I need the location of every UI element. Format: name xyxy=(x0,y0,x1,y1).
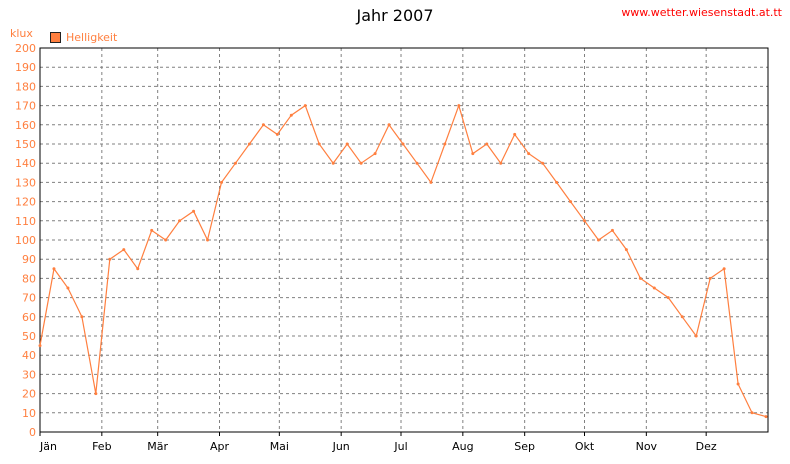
data-point xyxy=(569,200,573,204)
data-point xyxy=(471,152,475,156)
data-point xyxy=(80,315,84,319)
y-axis-ticks: 0 10 20 30 40 50 60 70 80 90 100 110 120 130 140 150 160… xyxy=(15,42,36,439)
y-tick-label: 60 xyxy=(22,311,36,324)
y-tick-label: 160 xyxy=(15,119,36,132)
data-point xyxy=(401,142,405,146)
y-tick-label: 70 xyxy=(22,292,36,305)
data-point xyxy=(359,161,363,165)
y-tick-label: 110 xyxy=(15,215,36,228)
data-point xyxy=(303,104,307,108)
y-tick-label: 130 xyxy=(15,176,36,189)
y-tick-label: 0 xyxy=(29,426,36,439)
plot-frame xyxy=(39,47,769,433)
x-tick-label: Sep xyxy=(514,440,535,453)
y-tick-label: 10 xyxy=(22,407,36,420)
x-tick-label: Jun xyxy=(332,440,350,453)
data-point xyxy=(52,267,56,271)
data-point xyxy=(722,267,726,271)
data-point xyxy=(541,161,545,165)
data-point xyxy=(261,123,265,127)
y-tick-label: 140 xyxy=(15,157,36,170)
data-point xyxy=(415,161,419,165)
data-point xyxy=(429,180,433,184)
x-tick-label: Mai xyxy=(270,440,289,453)
y-tick-label: 80 xyxy=(22,272,36,285)
y-tick-label: 120 xyxy=(15,196,36,209)
x-tick-label: Mär xyxy=(147,440,168,453)
data-point xyxy=(708,276,712,280)
data-point xyxy=(150,228,154,232)
series-points xyxy=(38,104,768,419)
y-tick-label: 90 xyxy=(22,253,36,266)
data-point xyxy=(750,411,754,415)
x-tick-label: Dez xyxy=(696,440,717,453)
data-point xyxy=(206,238,210,242)
data-point xyxy=(555,180,559,184)
data-point xyxy=(513,132,517,136)
data-point xyxy=(527,152,531,156)
y-tick-label: 170 xyxy=(15,100,36,113)
data-point xyxy=(192,209,196,213)
data-point xyxy=(666,296,670,300)
data-point xyxy=(122,248,126,252)
legend-swatch xyxy=(50,32,61,43)
data-point xyxy=(317,142,321,146)
data-point xyxy=(485,142,489,146)
data-point xyxy=(108,257,112,261)
data-point xyxy=(583,219,587,223)
data-point xyxy=(652,286,656,290)
x-tick-label: Okt xyxy=(575,440,595,453)
chart-title: Jahr 2007 xyxy=(356,6,434,25)
data-point xyxy=(457,104,461,108)
data-point xyxy=(736,382,740,386)
grid-layer xyxy=(40,48,768,432)
x-tick-label: Jul xyxy=(393,440,407,453)
x-tick-label: Jän xyxy=(39,440,57,453)
y-tick-label: 20 xyxy=(22,388,36,401)
data-point xyxy=(499,161,503,165)
data-point xyxy=(233,161,237,165)
data-point xyxy=(164,238,168,242)
data-point xyxy=(247,142,251,146)
x-axis-ticks: Jän Feb Mär Apr Mai Jun Jul Aug Sep Okt Nov Dez xyxy=(39,432,717,453)
data-point xyxy=(373,152,377,156)
data-point xyxy=(680,315,684,319)
data-point xyxy=(694,334,698,338)
legend: Helligkeit xyxy=(50,31,117,44)
x-tick-label: Aug xyxy=(452,440,473,453)
data-point xyxy=(136,267,140,271)
site-url-link[interactable]: www.wetter.wiesenstadt.at.tt xyxy=(621,6,782,19)
y-tick-label: 100 xyxy=(15,234,36,247)
y-tick-label: 190 xyxy=(15,61,36,74)
data-point xyxy=(331,161,335,165)
x-tick-label: Feb xyxy=(92,440,111,453)
data-point xyxy=(387,123,391,127)
y-tick-label: 30 xyxy=(22,368,36,381)
data-point xyxy=(596,238,600,242)
series-line-helligkeit xyxy=(39,103,767,418)
data-point xyxy=(178,219,182,223)
y-axis-unit-label: klux xyxy=(10,27,33,40)
y-tick-label: 200 xyxy=(15,42,36,55)
data-point xyxy=(94,392,98,396)
data-point xyxy=(764,415,768,419)
data-point xyxy=(443,142,447,146)
data-point xyxy=(66,286,70,290)
data-point xyxy=(345,142,349,146)
y-tick-label: 40 xyxy=(22,349,36,362)
data-point xyxy=(289,113,293,117)
x-tick-label: Nov xyxy=(636,440,658,453)
y-tick-label: 50 xyxy=(22,330,36,343)
y-tick-label: 180 xyxy=(15,80,36,93)
x-tick-label: Apr xyxy=(210,440,230,453)
y-tick-label: 150 xyxy=(15,138,36,151)
data-point xyxy=(610,228,614,232)
data-point xyxy=(275,132,279,136)
data-point xyxy=(38,344,42,348)
data-point xyxy=(220,180,224,184)
data-point xyxy=(624,248,628,252)
data-point xyxy=(638,276,642,280)
legend-label: Helligkeit xyxy=(66,31,118,44)
